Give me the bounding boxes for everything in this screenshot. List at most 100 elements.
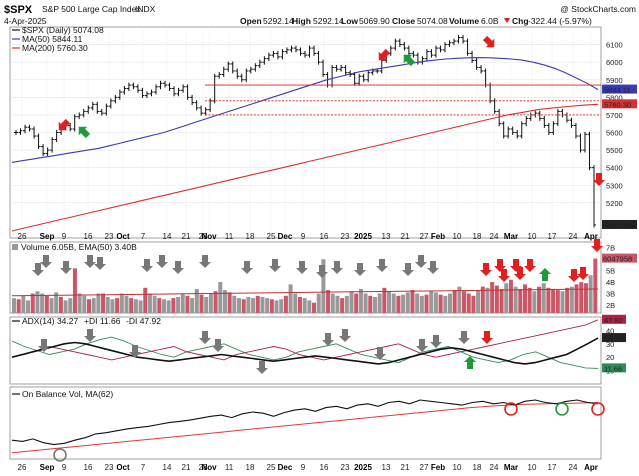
volume-bar bbox=[283, 295, 288, 313]
red-arrow-icon bbox=[591, 239, 603, 252]
gray-arrow-icon-shape bbox=[60, 261, 72, 274]
price-tag-label: 5844.11 bbox=[604, 86, 631, 95]
gray-arrow-icon-shape bbox=[458, 331, 470, 344]
gray-arrow-icon-shape bbox=[199, 255, 211, 268]
volume-bar bbox=[260, 296, 265, 313]
price-bar bbox=[226, 61, 231, 72]
adx-line bbox=[11, 337, 599, 365]
x-axis-label: 21 bbox=[401, 232, 410, 241]
down-triangle-icon bbox=[504, 18, 510, 23]
price-tick-label: 5200 bbox=[606, 199, 623, 208]
red-arrow-icon-shape bbox=[481, 331, 493, 344]
price-bar bbox=[546, 123, 551, 135]
volume-bar bbox=[335, 295, 340, 313]
red-arrow-icon-shape bbox=[591, 239, 603, 252]
volume-bar bbox=[269, 299, 274, 313]
volume-bar bbox=[44, 295, 49, 313]
ma50-line bbox=[11, 57, 599, 163]
volume-bar bbox=[537, 286, 542, 313]
x-axis-label: Nov bbox=[201, 232, 217, 241]
volume-bar bbox=[171, 298, 176, 313]
price-bar bbox=[253, 63, 258, 72]
low-label: Low bbox=[341, 16, 358, 26]
price-bar bbox=[27, 124, 32, 132]
adx-tag-bg bbox=[602, 314, 626, 324]
x-axis-label: 17 bbox=[548, 232, 557, 241]
volume-bar bbox=[499, 288, 504, 313]
volume-bar bbox=[251, 298, 256, 313]
volume-bar bbox=[110, 299, 115, 313]
volume-bar bbox=[101, 293, 106, 313]
price-bar bbox=[144, 91, 149, 99]
price-tick-label: 5400 bbox=[606, 164, 623, 173]
volume-bar bbox=[494, 285, 499, 313]
volume-bar bbox=[105, 296, 110, 313]
price-bar bbox=[81, 108, 86, 118]
volume-bar bbox=[35, 291, 40, 313]
volume-bar bbox=[326, 290, 331, 313]
price-bar bbox=[68, 123, 73, 132]
gray-arrow-icon-shape bbox=[416, 339, 428, 352]
x-axis-label: 23 bbox=[105, 232, 114, 241]
gray-arrow-icon-shape bbox=[141, 259, 153, 272]
volume-bar bbox=[279, 299, 284, 313]
volume-bar bbox=[401, 294, 406, 313]
x-axis-label: 27 bbox=[420, 463, 429, 472]
mdi-line bbox=[11, 319, 599, 361]
volume-bar bbox=[588, 275, 593, 313]
volume-bar bbox=[12, 298, 16, 313]
gray-arrow-icon-shape bbox=[256, 361, 268, 374]
price-bar bbox=[221, 66, 226, 77]
gray-arrow-icon bbox=[156, 255, 168, 268]
green-arrow-icon bbox=[78, 126, 91, 139]
gray-arrow-icon-shape bbox=[296, 261, 308, 274]
gray-arrow-icon-shape bbox=[241, 261, 253, 274]
high-value: 5292.14 bbox=[313, 16, 344, 26]
gray-arrow-icon bbox=[199, 331, 211, 344]
red-arrow-icon bbox=[514, 267, 526, 280]
open-label: Open bbox=[240, 16, 262, 26]
volume-bar bbox=[190, 298, 195, 313]
red-arrow-icon-shape bbox=[482, 35, 495, 48]
price-bar bbox=[555, 108, 560, 127]
price-bar bbox=[203, 107, 208, 116]
green-arrow-icon bbox=[403, 54, 416, 67]
volume-bar bbox=[77, 293, 82, 313]
price-bar bbox=[135, 84, 140, 93]
x-axis-label: 16 bbox=[84, 463, 93, 472]
gray-arrow-icon-shape bbox=[269, 259, 281, 272]
chg-label: Chg bbox=[512, 16, 529, 26]
x-axis-label: Apr bbox=[584, 232, 598, 241]
volume-bar bbox=[527, 287, 532, 313]
adx-tick-label: 30 bbox=[606, 340, 614, 349]
price-bar bbox=[537, 110, 542, 121]
x-axis-label: 25 bbox=[267, 463, 276, 472]
red-arrow-icon-shape bbox=[577, 267, 589, 280]
red-arrow-icon-shape bbox=[568, 269, 580, 282]
price-bar bbox=[131, 82, 136, 90]
legend-ma50: MA(50) 5844.11 bbox=[22, 34, 83, 44]
price-bar bbox=[402, 42, 407, 51]
volume-bar bbox=[222, 290, 227, 313]
red-arrow-icon-shape bbox=[514, 267, 526, 280]
volume-bar bbox=[476, 290, 481, 313]
gray-arrow-icon bbox=[172, 261, 184, 274]
price-bar bbox=[122, 86, 127, 95]
volume-bar bbox=[485, 287, 490, 313]
volume-bar bbox=[546, 287, 551, 313]
red-arrow-icon-shape bbox=[593, 173, 605, 186]
volume-bar bbox=[91, 298, 96, 313]
volume-bar bbox=[574, 284, 579, 313]
price-bar bbox=[524, 115, 529, 127]
price-bar bbox=[429, 49, 434, 58]
price-bar bbox=[357, 73, 362, 86]
x-axis-label: 2025 bbox=[354, 463, 372, 472]
price-bar bbox=[23, 124, 28, 134]
price-bar bbox=[379, 57, 384, 74]
gray-arrow-icon bbox=[458, 331, 470, 344]
volume-bar bbox=[162, 299, 167, 313]
adx-tag-label: 11.66 bbox=[604, 364, 622, 373]
price-bar bbox=[14, 130, 18, 135]
x-axis-label: 2025 bbox=[354, 232, 372, 241]
price-bar bbox=[36, 133, 41, 150]
